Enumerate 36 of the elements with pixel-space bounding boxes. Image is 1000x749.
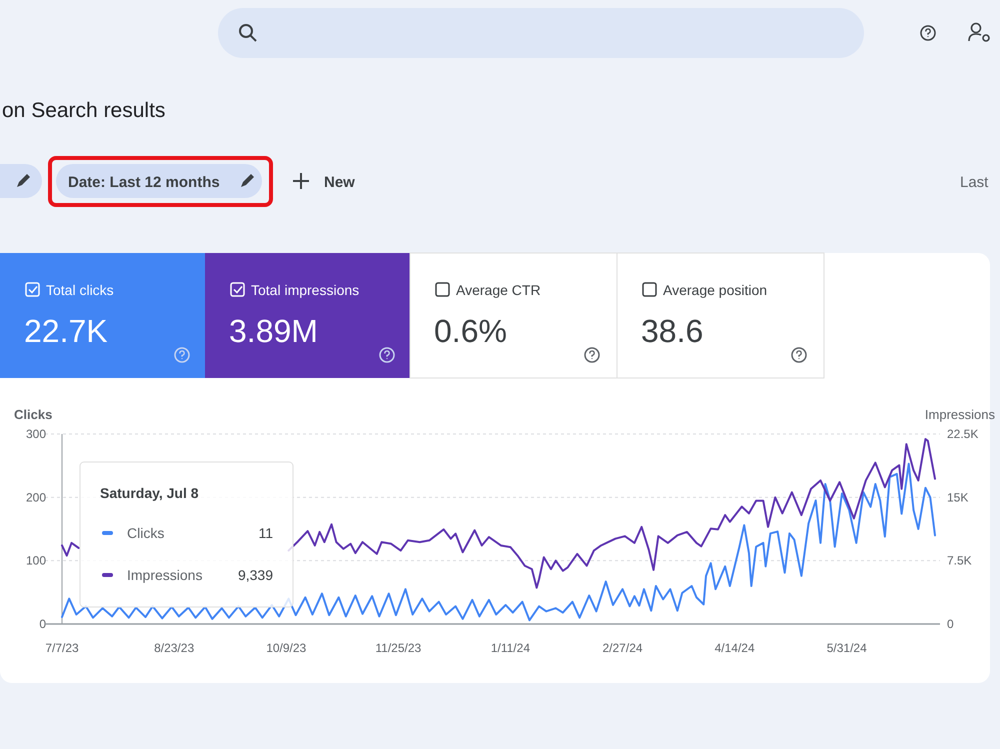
text: 0.6% bbox=[434, 313, 507, 349]
x-tick-label: 1/11/24 bbox=[490, 641, 530, 655]
y2-axis-title: Impressions bbox=[924, 407, 996, 422]
x-tick-label: 11/25/23 bbox=[375, 641, 422, 655]
chart-title: on Search results bbox=[2, 99, 166, 122]
x-tick-label: 7/7/23 bbox=[45, 641, 79, 655]
legend-label: Clicks bbox=[127, 525, 164, 541]
legend-label: Impressions bbox=[127, 567, 202, 583]
y2-tick-label: 7.5K bbox=[947, 554, 972, 568]
y-tick-label: 300 bbox=[26, 427, 46, 441]
y2-tick-label: 0 bbox=[947, 617, 954, 631]
text: 38.6 bbox=[641, 313, 704, 349]
x-tick-label: 5/31/24 bbox=[826, 641, 868, 655]
text: New bbox=[324, 174, 356, 191]
x-tick-label: 10/9/23 bbox=[266, 641, 307, 655]
text: Average CTR bbox=[456, 282, 541, 298]
text: Last bbox=[960, 174, 990, 191]
text: Date: Last 12 months bbox=[68, 174, 220, 191]
text: Average position bbox=[663, 282, 768, 298]
annotation: Saturday, Jul 8 bbox=[100, 485, 199, 501]
y-tick-label: 0 bbox=[39, 617, 46, 631]
y-axis-title: Clicks bbox=[14, 407, 52, 422]
line-series bbox=[61, 462, 936, 622]
y2-tick-label: 22.5K bbox=[947, 427, 978, 441]
text: 3.89M bbox=[229, 313, 318, 349]
text: Total impressions bbox=[251, 282, 360, 298]
x-tick-label: 8/23/23 bbox=[154, 641, 194, 655]
y-tick-label: 100 bbox=[26, 554, 46, 568]
x-tick-label: 2/27/24 bbox=[602, 641, 643, 655]
text: Total clicks bbox=[46, 282, 114, 298]
y2-tick-label: 15K bbox=[947, 490, 968, 504]
annotation: 11 bbox=[258, 525, 274, 541]
annotation: 9,339 bbox=[238, 567, 274, 583]
x-tick-label: 4/14/24 bbox=[714, 641, 755, 655]
text: 22.7K bbox=[24, 313, 108, 349]
y-tick-label: 200 bbox=[26, 490, 46, 504]
